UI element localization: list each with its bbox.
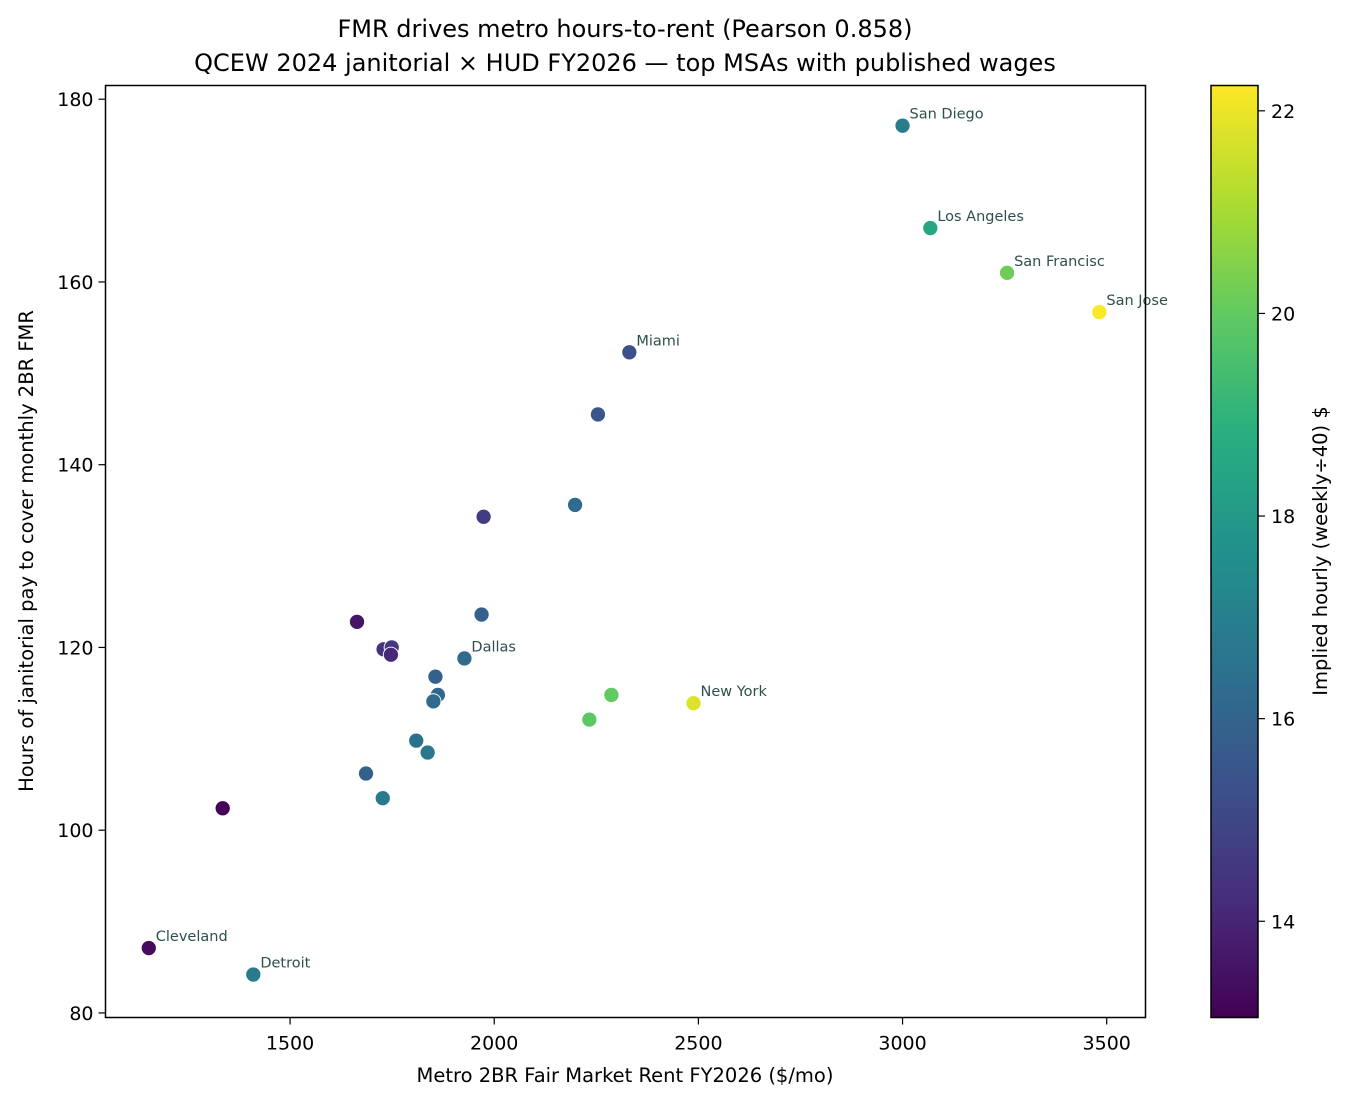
point-annotation: San Francisc [1014,254,1105,270]
y-tick-label: 80 [69,1003,93,1025]
point-annotation: Miami [636,333,680,349]
x-tick-label: 3000 [878,1033,926,1055]
point-annotation: Los Angeles [937,209,1024,225]
colorbar [1210,84,1259,1019]
data-point [374,790,391,807]
y-axis-label: Hours of janitorial pay to cover monthly… [15,310,38,792]
data-point [348,613,366,630]
point-annotation: San Diego [910,107,984,123]
data-point [475,508,492,525]
data-point [603,686,620,704]
point-annotation: Cleveland [156,929,228,945]
point-annotation: Detroit [260,956,310,972]
data-point [589,406,606,423]
data-point [456,650,473,667]
data-point [567,496,584,513]
data-point [473,606,490,623]
data-point [214,800,231,817]
data-point [894,117,911,134]
data-point [922,219,939,237]
colorbar-tick-label: 20 [1271,303,1295,325]
data-point [408,732,425,749]
colorbar-tick-label: 22 [1271,101,1295,123]
data-point [685,695,702,712]
x-tick-label: 2000 [470,1033,518,1055]
data-point [581,711,598,728]
plot-frame [104,84,1147,1019]
data-point [1091,304,1108,321]
data-point [357,765,375,782]
y-tick-label: 180 [57,89,93,111]
y-tick-label: 140 [57,455,93,477]
point-annotation: New York [700,684,767,700]
data-point [419,744,436,761]
data-point [621,344,638,361]
point-annotation: Dallas [471,639,516,655]
data-point [427,668,444,685]
point-annotation: San Jose [1106,293,1168,309]
chart-title: FMR drives metro hours-to-rent (Pearson … [337,15,912,43]
x-tick-label: 2500 [674,1033,722,1055]
x-tick-label: 1500 [266,1033,314,1055]
data-point [382,646,399,663]
colorbar-tick-label: 16 [1271,709,1295,731]
y-tick-label: 120 [57,637,93,659]
colorbar-label: Implied hourly (weekly÷40) $ [1309,406,1332,696]
x-tick-label: 3500 [1083,1033,1131,1055]
chart-subtitle: QCEW 2024 janitorial × HUD FY2026 — top … [194,49,1056,77]
colorbar-tick-label: 14 [1271,911,1295,933]
data-point [425,693,442,710]
y-tick-label: 160 [57,272,93,294]
colorbar-tick-label: 18 [1271,506,1295,528]
data-point [140,940,157,957]
x-axis-label: Metro 2BR Fair Market Rent FY2026 ($/mo) [417,1064,834,1087]
y-tick-label: 100 [57,820,93,842]
data-point [245,966,262,983]
data-point [999,264,1016,281]
